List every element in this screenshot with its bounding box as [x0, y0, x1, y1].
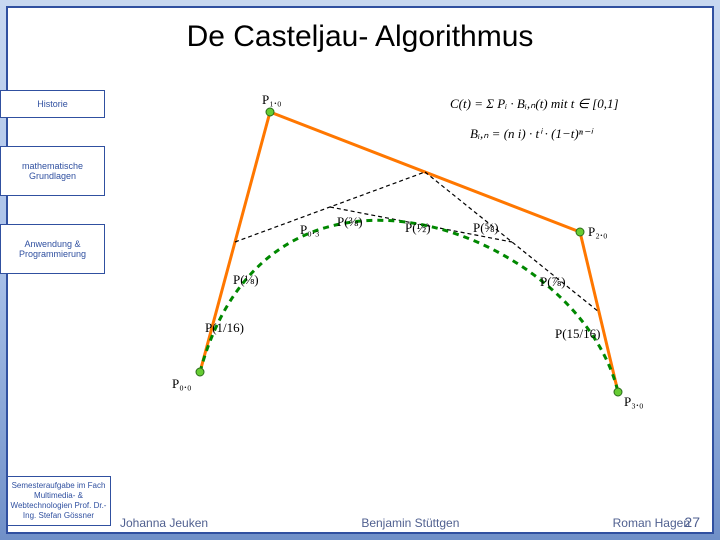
footer: Johanna Jeuken Benjamin Stüttgen Roman H…	[120, 516, 690, 530]
sidebar-item-anwendung[interactable]: Anwendung & Programmierung	[0, 224, 105, 274]
label-P_15_16: P(15/16)	[555, 326, 601, 342]
label-p30: P₃.₀	[624, 394, 644, 410]
author-3: Roman Hagen	[613, 516, 690, 530]
label-p00: P₀.₀	[172, 376, 192, 392]
label-P_1_2: P(½)	[405, 220, 431, 236]
credits-box: Semesteraufgabe im Fach Multimedia- & We…	[6, 476, 111, 526]
author-1: Johanna Jeuken	[120, 516, 208, 530]
label-P_1_8: P(⅛)	[233, 272, 259, 288]
page-number: 27	[684, 514, 700, 530]
label-P_7_8: P(⅞)	[540, 274, 566, 290]
sidebar: Historie mathematische Grundlagen Anwend…	[0, 90, 105, 302]
sidebar-item-historie[interactable]: Historie	[0, 90, 105, 118]
label-p10: P₁.₀	[262, 92, 282, 108]
diagram-svg	[140, 82, 640, 442]
label-P_5_8: P(⅝)	[473, 220, 499, 236]
label-P_3_8: P(⅜)	[337, 214, 363, 230]
decasteljau-diagram: P₀.₀P₁.₀P₂.₀P₃.₀P₀.₃P(⅜)P(½)P(⅝)P(⅛)P(⅞)…	[140, 82, 640, 442]
label-P_over: P₀.₃	[300, 222, 320, 238]
label-p20: P₂.₀	[588, 224, 608, 240]
label-P_1_16: P(1/16)	[205, 320, 244, 336]
page-title: De Casteljau- Algorithmus	[0, 20, 720, 54]
sidebar-item-grundlagen[interactable]: mathematische Grundlagen	[0, 146, 105, 196]
author-2: Benjamin Stüttgen	[361, 516, 459, 530]
